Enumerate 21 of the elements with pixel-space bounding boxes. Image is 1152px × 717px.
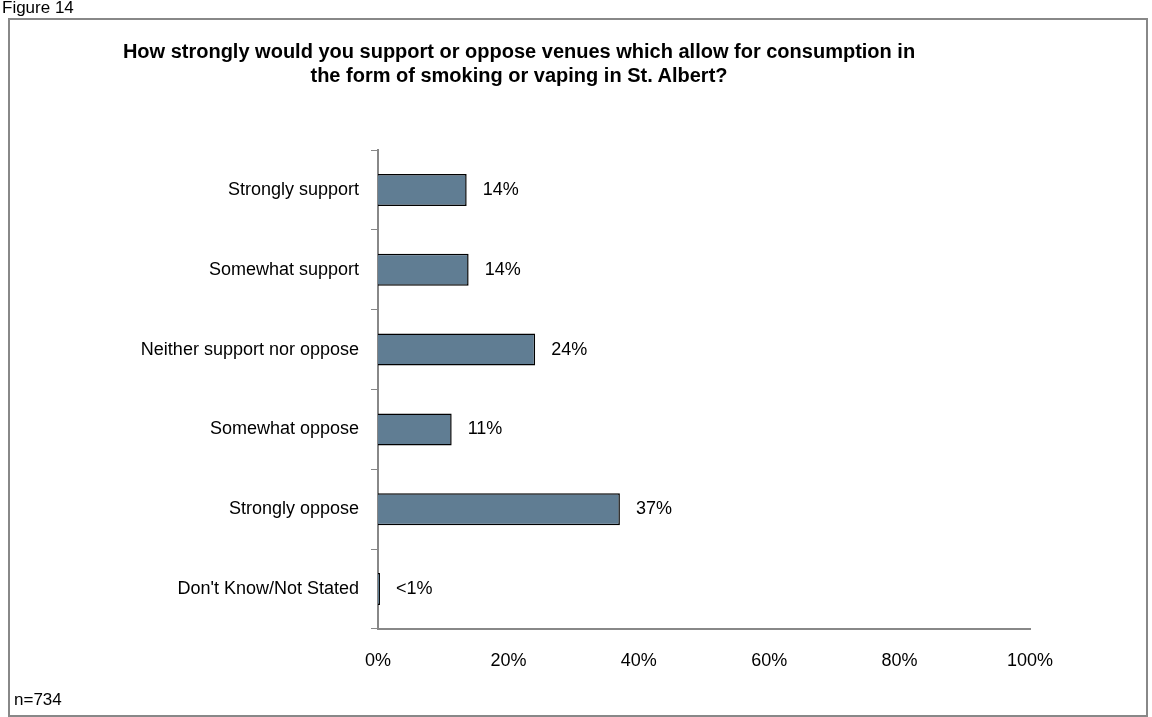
x-tick-label: 0% <box>364 649 392 670</box>
y-tick-label: Strongly oppose <box>228 498 359 519</box>
data-label: <1% <box>395 578 433 599</box>
data-label: 24% <box>551 338 588 359</box>
chart-title: How strongly would you support or oppose venues which allow for consumption in the form of smoking or vaping in St. Albert? <box>122 39 916 86</box>
data-label: 14% <box>484 258 521 279</box>
data-label: 14% <box>482 178 519 199</box>
x-tick-label: 40% <box>620 649 657 670</box>
x-tick-label: 20% <box>490 649 527 670</box>
x-tick-label: 80% <box>881 649 918 670</box>
text: n=734 <box>14 689 62 709</box>
y-tick-label: Somewhat support <box>208 258 359 279</box>
x-tick-label: 100% <box>1006 649 1054 670</box>
caption: Figure 14 <box>2 0 74 18</box>
y-tick-label: Don't Know/Not Stated <box>177 578 359 599</box>
data-label: 37% <box>635 498 672 519</box>
y-tick-label: Somewhat oppose <box>209 418 359 439</box>
y-tick-label: Neither support nor oppose <box>140 338 359 359</box>
data-label: 11% <box>467 418 503 439</box>
x-tick-label: 60% <box>751 649 788 670</box>
y-tick-label: Strongly support <box>227 178 359 199</box>
